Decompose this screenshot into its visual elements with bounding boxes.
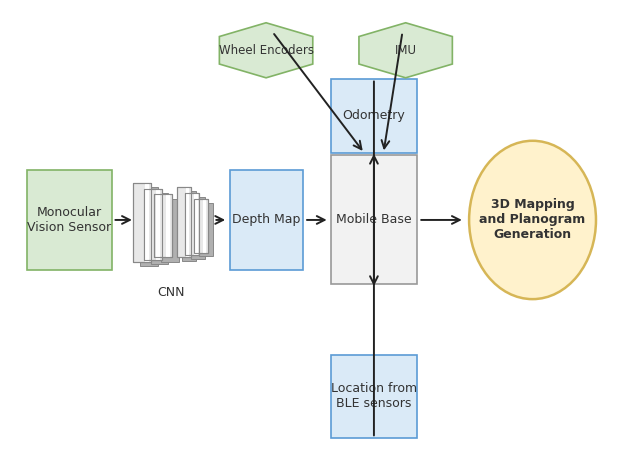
Bar <box>144 189 162 260</box>
Bar <box>154 194 172 257</box>
Bar <box>154 194 172 257</box>
Bar <box>331 354 417 438</box>
Text: 3D Mapping
and Planogram
Generation: 3D Mapping and Planogram Generation <box>479 198 586 241</box>
Text: CNN: CNN <box>157 286 185 299</box>
Bar <box>145 183 149 262</box>
Polygon shape <box>220 23 313 78</box>
Bar <box>140 187 157 266</box>
Bar <box>186 193 200 255</box>
Text: Location from
BLE sensors: Location from BLE sensors <box>331 382 417 410</box>
Bar <box>182 191 196 261</box>
Bar <box>150 193 168 264</box>
Polygon shape <box>359 23 452 78</box>
Bar <box>191 196 205 259</box>
Bar <box>331 155 417 284</box>
Bar <box>177 187 191 257</box>
Bar <box>27 170 112 270</box>
Text: Monocular
Vision Sensor: Monocular Vision Sensor <box>28 206 111 234</box>
Bar <box>203 199 206 253</box>
Bar <box>134 183 151 262</box>
Bar <box>194 199 208 253</box>
Bar <box>186 193 200 255</box>
Ellipse shape <box>469 141 596 299</box>
Bar <box>177 187 191 257</box>
Bar <box>230 170 303 270</box>
Bar <box>199 202 212 256</box>
Bar <box>186 187 189 257</box>
Bar <box>161 199 179 262</box>
Text: IMU: IMU <box>395 44 417 57</box>
Text: Odometry: Odometry <box>342 109 405 122</box>
Bar <box>166 194 170 257</box>
Text: Mobile Base: Mobile Base <box>336 213 412 226</box>
Bar <box>134 183 151 262</box>
Bar <box>331 79 417 153</box>
Text: Wheel Encoders: Wheel Encoders <box>219 44 314 57</box>
Bar <box>144 189 162 260</box>
Bar <box>194 199 208 253</box>
Bar <box>156 189 160 260</box>
Text: Depth Map: Depth Map <box>232 213 300 226</box>
Bar <box>195 193 198 255</box>
